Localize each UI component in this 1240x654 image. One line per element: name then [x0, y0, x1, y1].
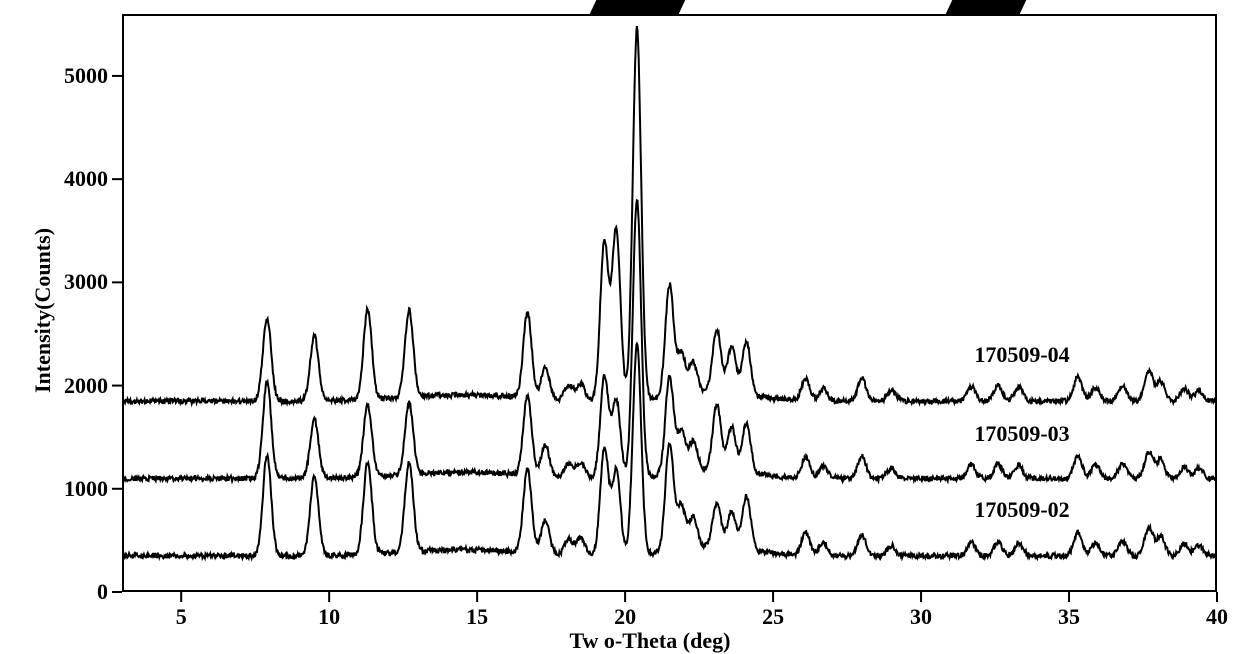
x-tick-label: 40: [1206, 604, 1228, 630]
plot-svg: [0, 0, 1240, 639]
y-axis-label: Intensity(Counts): [30, 228, 56, 393]
y-tick-label: 4000: [64, 166, 108, 192]
y-tick-label: 3000: [64, 269, 108, 295]
series-label-170509-02: 170509-02: [974, 497, 1069, 523]
series-label-170509-03: 170509-03: [974, 421, 1069, 447]
series-label-170509-04: 170509-04: [974, 342, 1069, 368]
x-tick-label: 5: [176, 604, 187, 630]
xrd-figure: Intensity(Counts) Tw o-Theta (deg) 51015…: [0, 0, 1240, 639]
x-tick-label: 35: [1058, 604, 1080, 630]
y-tick-label: 5000: [64, 63, 108, 89]
x-tick-label: 30: [910, 604, 932, 630]
x-tick-label: 10: [318, 604, 340, 630]
x-tick-label: 15: [466, 604, 488, 630]
x-tick-label: 25: [762, 604, 784, 630]
x-tick-label: 20: [614, 604, 636, 630]
y-tick-label: 1000: [64, 476, 108, 502]
x-axis-label: Tw o-Theta (deg): [570, 628, 731, 654]
y-tick-label: 0: [97, 579, 108, 605]
y-tick-label: 2000: [64, 373, 108, 399]
